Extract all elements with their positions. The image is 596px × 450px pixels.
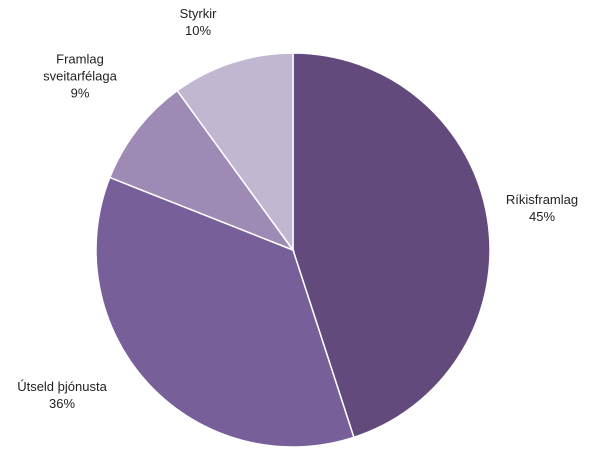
pie-slice-rikisframlag — [292, 52, 491, 439]
pie-slices — [95, 52, 491, 448]
slice-name: Útseld þjónusta — [17, 379, 107, 394]
slice-label-framlag-sveitarfelaga: Framlag sveitarfélaga 9% — [43, 51, 117, 100]
slice-label-rikisframlag: Ríkisframlag 45% — [506, 192, 578, 224]
slice-percent: 10% — [185, 23, 211, 38]
pie-slice-utseld-thjonusta — [95, 176, 355, 448]
slice-label-utseld-thjonusta: Útseld þjónusta 36% — [17, 379, 107, 411]
slice-percent: 36% — [49, 396, 75, 411]
slice-name: Framlag — [56, 51, 104, 66]
slice-name: Ríkisframlag — [506, 192, 578, 207]
slice-name: sveitarfélaga — [43, 68, 117, 83]
pie-slice-framlag-sveitarfelaga — [108, 89, 296, 252]
slice-name: Styrkir — [180, 6, 218, 21]
pie-slice-styrkir — [176, 52, 294, 253]
slice-labels: Ríkisframlag 45% Útseld þjónusta 36% Framlag… — [17, 6, 578, 411]
slice-percent: 45% — [529, 209, 555, 224]
slice-percent: 9% — [71, 85, 90, 100]
slice-label-styrkir: Styrkir 10% — [180, 6, 218, 38]
